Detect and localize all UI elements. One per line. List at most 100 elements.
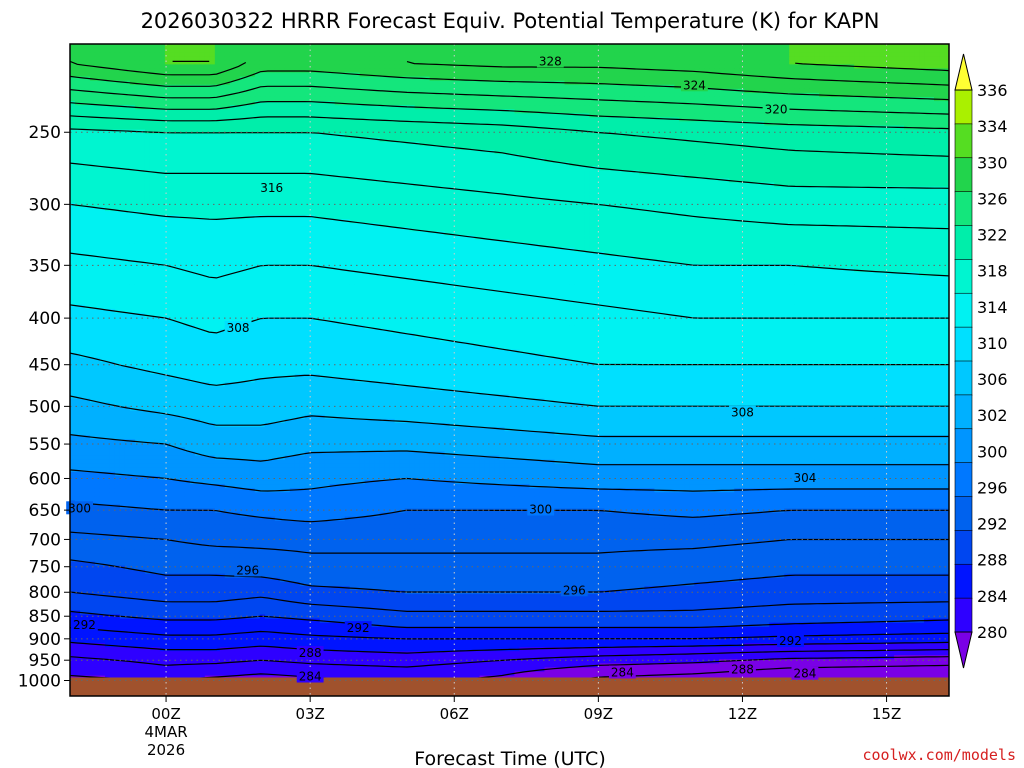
- heat-cell: [70, 121, 76, 126]
- heat-cell: [490, 105, 496, 110]
- heat-cell: [210, 52, 216, 57]
- heat-cell: [315, 81, 321, 86]
- heat-cell: [554, 121, 560, 126]
- heat-cell: [260, 77, 266, 82]
- heat-cell: [619, 52, 625, 57]
- heat-cell: [889, 68, 895, 73]
- heat-cell: [185, 126, 191, 131]
- heat-cell: [315, 126, 321, 131]
- heat-cell: [280, 117, 286, 122]
- heat-cell: [175, 68, 181, 73]
- heat-cell: [130, 138, 136, 143]
- heat-cell: [475, 101, 481, 106]
- heat-cell: [150, 134, 156, 139]
- heat-cell: [255, 154, 261, 159]
- chart-title: 2026030322 HRRR Forecast Equiv. Potentia…: [141, 9, 880, 33]
- heat-cell: [80, 109, 86, 114]
- heat-cell: [465, 97, 471, 102]
- heat-cell: [190, 48, 196, 53]
- heat-cell: [180, 52, 186, 57]
- heat-cell: [115, 158, 121, 163]
- heat-cell: [729, 93, 735, 98]
- heat-cell: [809, 105, 815, 110]
- heat-cell: [929, 117, 935, 122]
- heat-cell: [350, 158, 356, 163]
- heat-cell: [694, 109, 700, 114]
- heat-cell: [764, 81, 770, 86]
- heat-cell: [574, 89, 580, 94]
- heat-cell: [919, 60, 925, 65]
- heat-cell: [100, 68, 106, 73]
- heat-cell: [859, 48, 865, 53]
- heat-cell: [929, 52, 935, 57]
- heat-cell: [395, 60, 401, 65]
- heat-cell: [325, 105, 331, 110]
- heat-cell: [135, 109, 141, 114]
- heat-cell: [380, 142, 386, 147]
- heat-cell: [500, 89, 506, 94]
- heat-cell: [275, 97, 281, 102]
- heat-cell: [275, 150, 281, 155]
- heat-cell: [789, 52, 795, 57]
- heat-cell: [869, 154, 875, 159]
- heat-cell: [774, 117, 780, 122]
- heat-cell: [75, 89, 81, 94]
- heat-cell: [889, 48, 895, 53]
- heat-cell: [80, 48, 86, 53]
- heat-cell: [664, 60, 670, 65]
- heat-cell: [609, 109, 615, 114]
- heat-cell: [250, 60, 256, 65]
- heat-cell: [265, 81, 271, 86]
- heat-cell: [659, 113, 665, 118]
- heat-cell: [445, 68, 451, 73]
- heat-cell: [220, 150, 226, 155]
- heat-cell: [804, 138, 810, 143]
- heat-cell: [889, 60, 895, 65]
- heat-cell: [694, 52, 700, 57]
- heat-cell: [564, 89, 570, 94]
- heat-cell: [659, 81, 665, 86]
- heat-cell: [455, 150, 461, 155]
- heat-cell: [450, 150, 456, 155]
- heat-cell: [684, 105, 690, 110]
- heat-cell: [420, 150, 426, 155]
- heat-cell: [225, 134, 231, 139]
- heat-cell: [75, 142, 81, 147]
- heat-cell: [250, 109, 256, 114]
- heat-cell: [679, 52, 685, 57]
- heat-cell: [285, 60, 291, 65]
- heat-cell: [774, 142, 780, 147]
- heat-cell: [495, 142, 501, 147]
- heat-cell: [125, 126, 131, 131]
- heat-cell: [340, 93, 346, 98]
- heat-cell: [759, 117, 765, 122]
- heat-cell: [140, 126, 146, 131]
- heat-cell: [300, 109, 306, 114]
- heat-cell: [569, 134, 575, 139]
- heat-cell: [190, 81, 196, 86]
- heat-cell: [719, 48, 725, 53]
- heat-cell: [774, 138, 780, 143]
- heat-cell: [145, 126, 151, 131]
- heat-cell: [859, 105, 865, 110]
- heat-cell: [475, 81, 481, 86]
- heat-cell: [95, 142, 101, 147]
- heat-cell: [265, 146, 271, 151]
- heat-cell: [405, 146, 411, 151]
- heat-cell: [574, 85, 580, 90]
- heat-cell: [639, 56, 645, 61]
- heat-cell: [155, 56, 161, 61]
- heat-cell: [619, 60, 625, 65]
- heat-cell: [654, 64, 660, 69]
- heat-cell: [894, 105, 900, 110]
- heat-cell: [175, 142, 181, 147]
- heat-cell: [794, 146, 800, 151]
- heat-cell: [130, 48, 136, 53]
- heat-cell: [664, 105, 670, 110]
- heat-cell: [420, 68, 426, 73]
- heat-cell: [589, 134, 595, 139]
- heat-cell: [180, 134, 186, 139]
- heat-cell: [285, 134, 291, 139]
- heat-cell: [879, 52, 885, 57]
- heat-cell: [929, 146, 935, 151]
